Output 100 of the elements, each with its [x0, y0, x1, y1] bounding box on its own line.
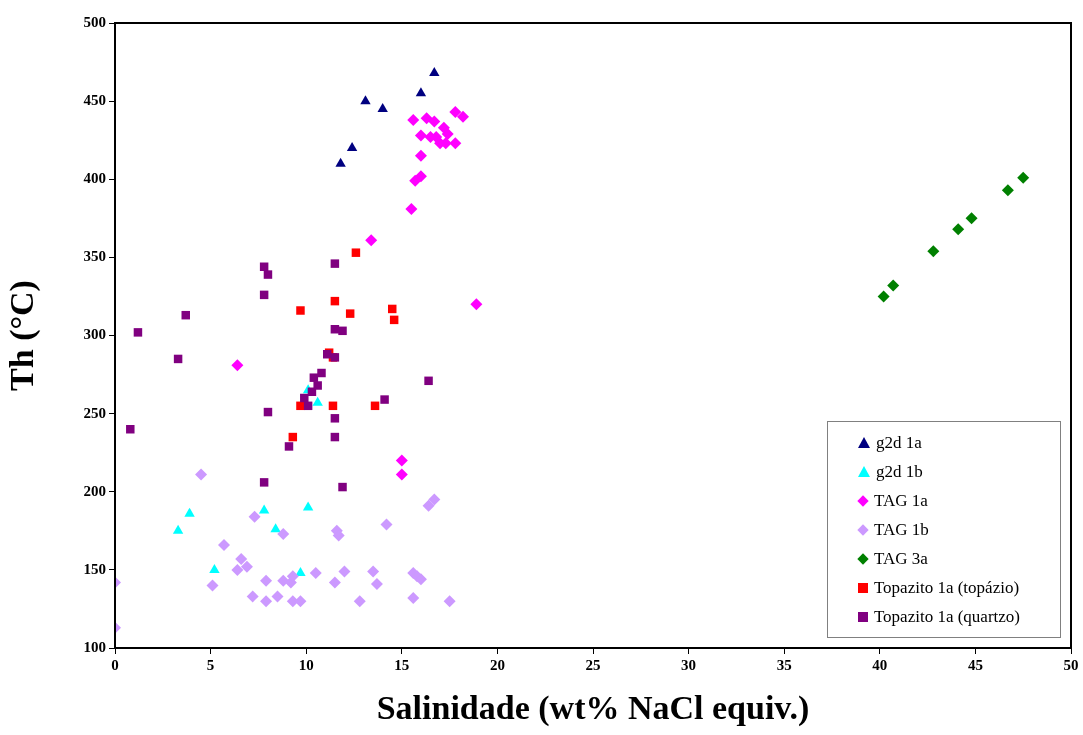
point: [428, 493, 441, 506]
point: [312, 396, 323, 406]
point: [195, 468, 208, 481]
x-axis-title: Salinidade (wt% NaCl equiv.): [376, 689, 810, 728]
point: [420, 112, 433, 125]
point: [184, 507, 195, 517]
point: [313, 381, 322, 390]
point: [270, 523, 281, 533]
point: [1017, 171, 1030, 184]
point: [235, 552, 248, 565]
y-tick-label: 500: [83, 13, 106, 30]
point: [365, 234, 378, 247]
point: [317, 368, 326, 378]
point: [260, 595, 273, 608]
x-tick-label: 45: [967, 656, 983, 673]
x-tick-label: 40: [872, 656, 888, 673]
point: [370, 577, 383, 590]
point: [965, 212, 978, 225]
point: [395, 468, 408, 481]
point: [353, 595, 366, 608]
point: [309, 373, 319, 382]
point: [470, 298, 483, 311]
point: [300, 393, 309, 403]
point: [1001, 184, 1014, 197]
legend-label: TAG 3a: [873, 548, 928, 570]
point: [415, 87, 427, 97]
point: [449, 106, 462, 119]
legend-label: Topazito 1a (quartzo): [873, 606, 1020, 628]
y-tick-label: 400: [83, 170, 106, 187]
point: [309, 567, 322, 579]
point: [206, 579, 219, 592]
point: [338, 565, 351, 578]
x-tick-label: 10: [298, 656, 314, 673]
point: [351, 248, 361, 257]
x-tick-label: 50: [1063, 656, 1079, 673]
y-tick-label: 250: [83, 404, 106, 421]
x-tick-label: 5: [206, 656, 215, 673]
point: [407, 592, 420, 604]
y-tick-label: 300: [83, 326, 106, 343]
y-tick-label: 100: [83, 638, 106, 655]
x-tick-label: 30: [681, 656, 697, 673]
point: [126, 425, 135, 434]
y-tick-label: 450: [83, 92, 106, 108]
point: [367, 565, 380, 578]
x-tick-label: 20: [489, 656, 505, 673]
point: [271, 590, 284, 603]
point: [422, 499, 435, 512]
legend-label: TAG 1a: [873, 490, 928, 512]
point: [887, 279, 900, 292]
legend-label: g2d 1b: [875, 461, 923, 483]
point: [414, 149, 427, 162]
legend-label: g2d 1a: [875, 432, 922, 454]
point: [424, 376, 433, 386]
point: [259, 478, 269, 487]
x-tick-label: 0: [111, 656, 119, 673]
point: [927, 245, 940, 258]
point: [260, 574, 273, 587]
point: [407, 113, 420, 126]
legend-label: TAG 1b: [873, 519, 929, 541]
point: [409, 174, 422, 187]
point: [380, 395, 389, 404]
point: [328, 576, 341, 589]
point: [345, 309, 355, 318]
point: [377, 102, 388, 112]
point: [429, 67, 440, 76]
point: [346, 142, 358, 151]
legend-label: Topazito 1a (topázio): [873, 577, 1020, 599]
point: [209, 563, 220, 573]
point: [395, 454, 408, 467]
x-tick-label: 15: [394, 656, 410, 673]
point: [360, 95, 371, 105]
point: [335, 157, 346, 167]
point: [172, 524, 184, 534]
y-tick-label: 150: [83, 560, 106, 577]
point: [258, 504, 270, 514]
x-tick-label: 25: [585, 656, 601, 673]
point: [338, 326, 347, 336]
point: [284, 442, 294, 451]
y-tick-label: 200: [83, 482, 106, 499]
x-tick-label: 35: [776, 656, 792, 673]
point: [246, 590, 259, 603]
point: [877, 290, 890, 303]
point: [952, 223, 965, 236]
point: [456, 110, 469, 123]
point: [338, 482, 347, 492]
point: [414, 129, 427, 142]
point: [133, 328, 143, 337]
point: [296, 306, 305, 315]
point: [330, 259, 340, 268]
point: [380, 518, 393, 531]
point: [231, 359, 244, 372]
point: [428, 115, 441, 128]
point: [405, 202, 418, 215]
point: [295, 567, 306, 576]
point: [277, 527, 290, 540]
point: [443, 595, 456, 608]
point: [217, 538, 230, 551]
point: [330, 414, 340, 423]
point: [263, 270, 273, 279]
y-tick-label: 350: [83, 248, 106, 265]
